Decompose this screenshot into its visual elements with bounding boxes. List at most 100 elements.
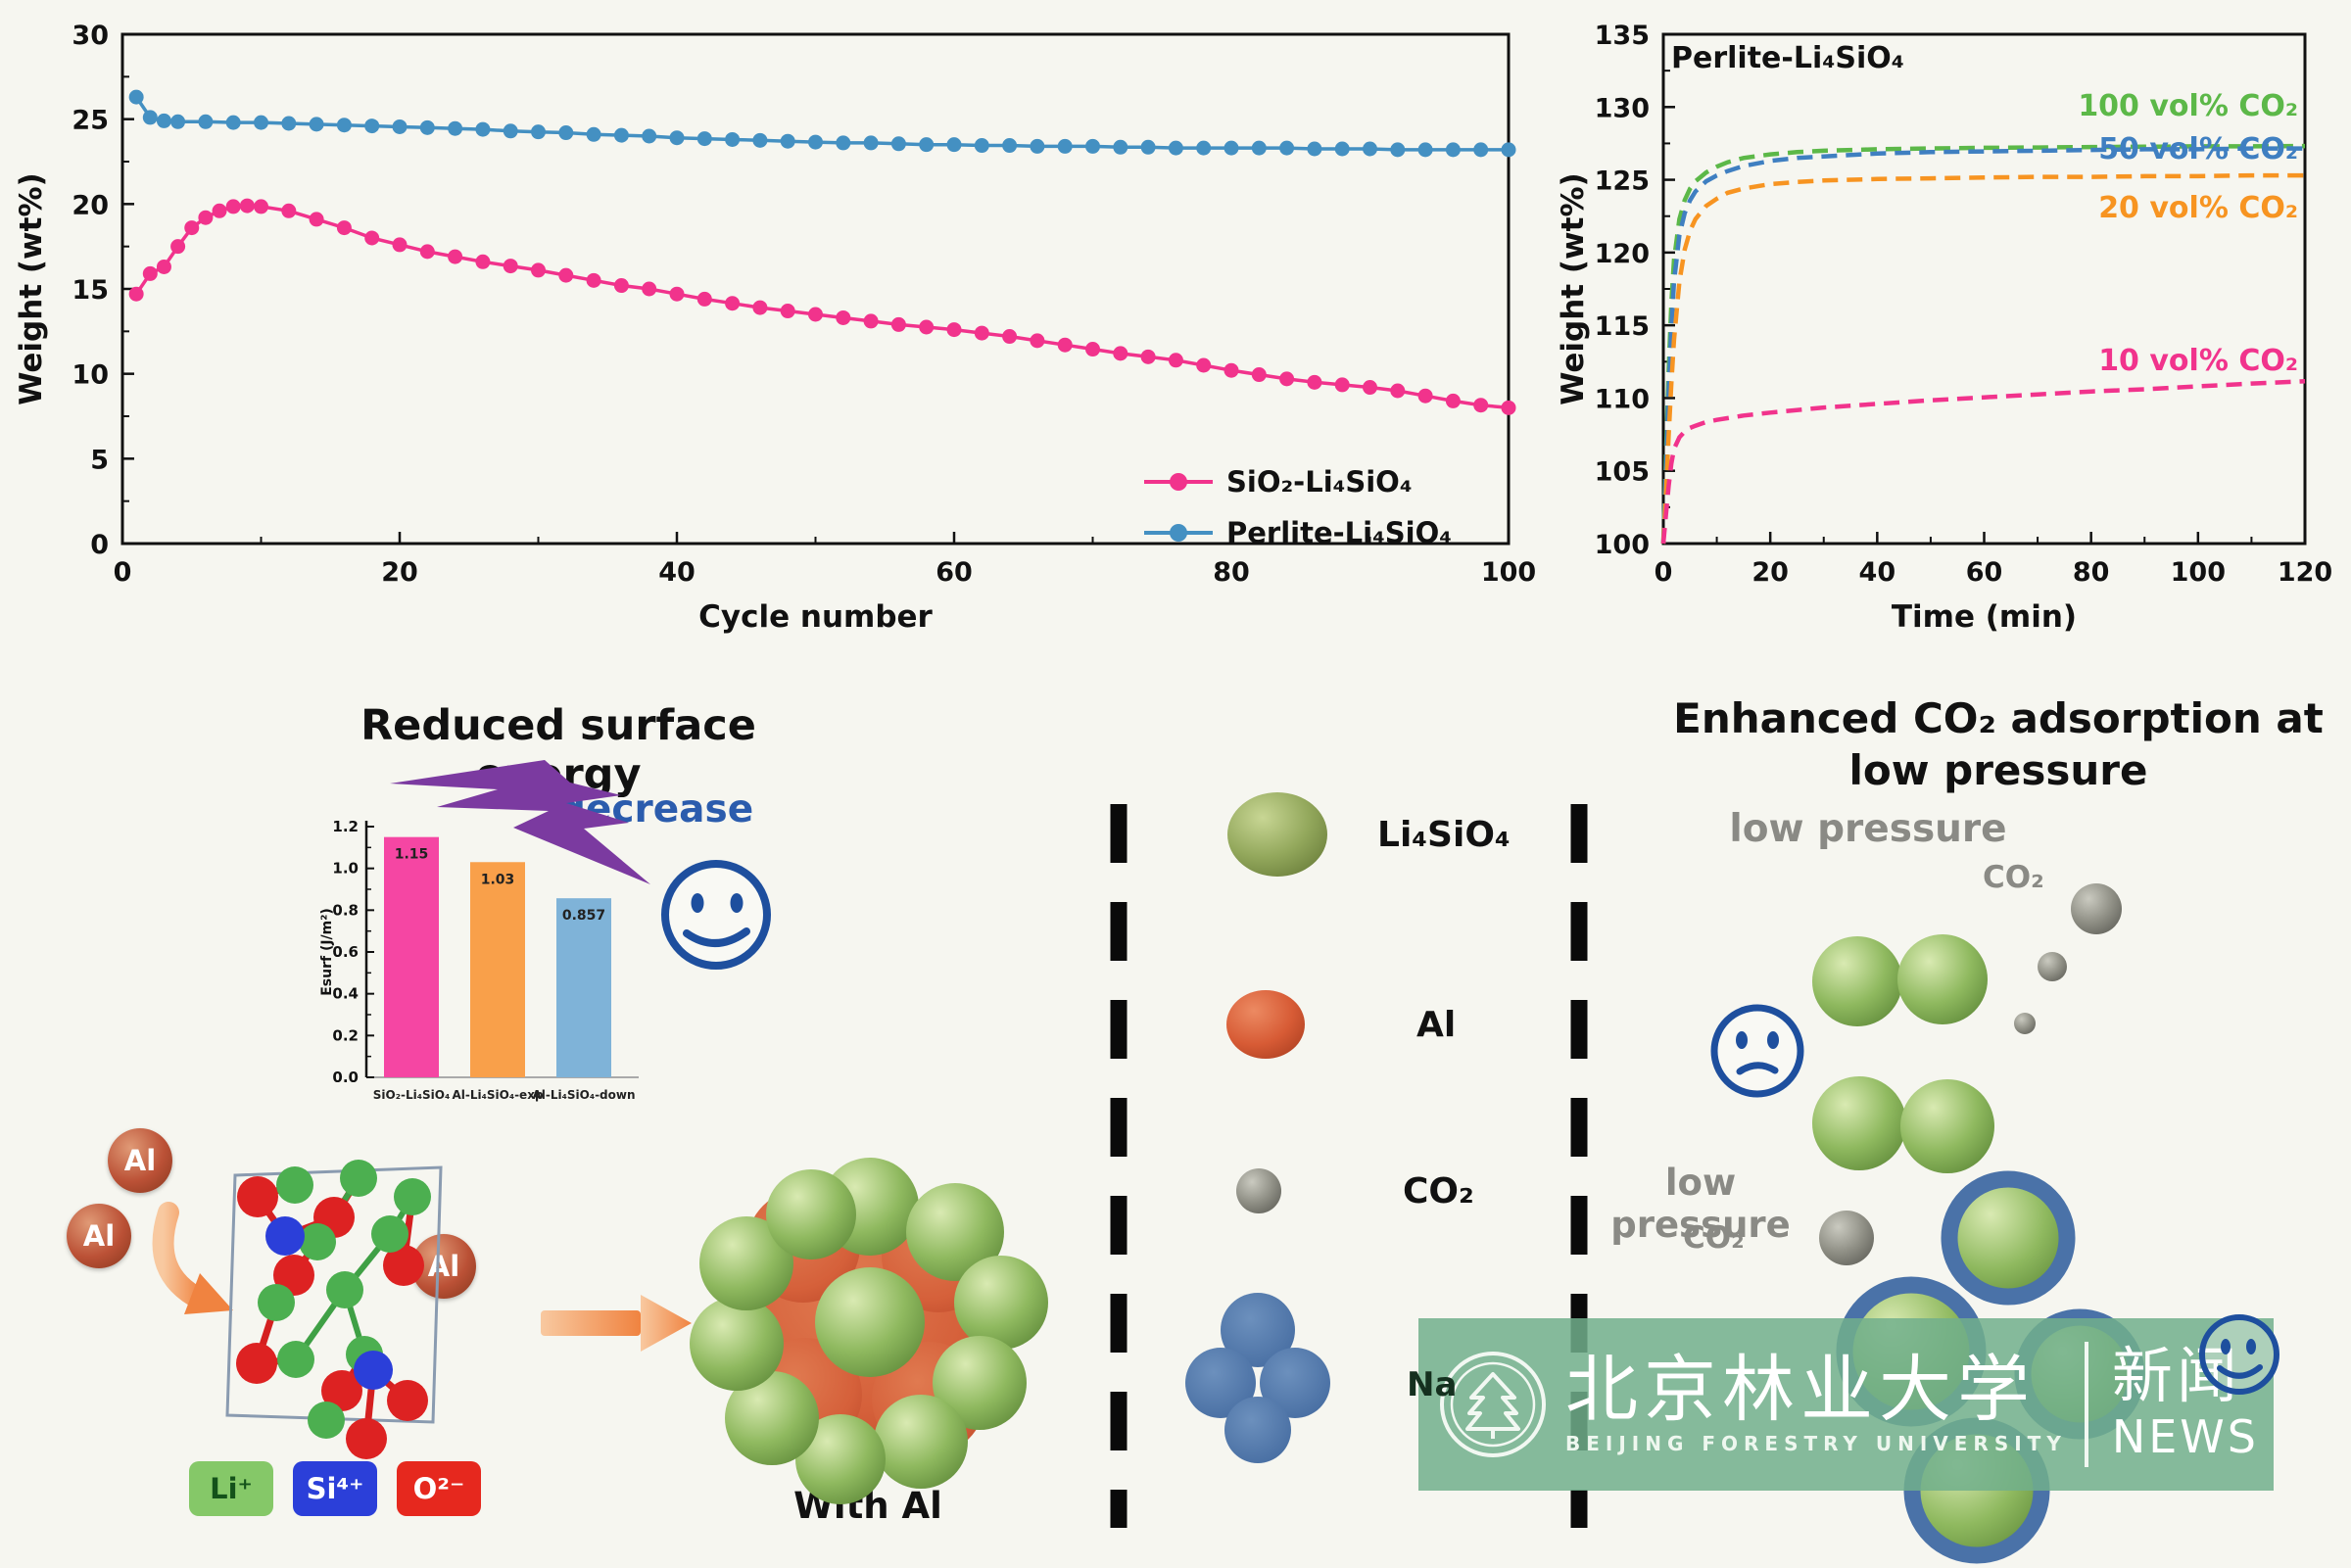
oxygen-atoms [236,1176,428,1459]
svg-text:Esurf (J/m²): Esurf (J/m²) [319,908,335,996]
watermark-banner: 北京林业大学 BEIJING FORESTRY UNIVERSITY 新闻 NE… [1418,1318,2274,1491]
svg-text:0: 0 [1655,557,1673,588]
happy-face-icon [661,860,771,970]
co2-label-1: CO₂ [1983,860,2044,895]
svg-text:1.0: 1.0 [332,860,359,878]
svg-text:100: 100 [1481,557,1536,588]
svg-text:100: 100 [2171,557,2226,588]
svg-text:1.2: 1.2 [332,818,359,835]
svg-text:Perlite-Li₄SiO₄: Perlite-Li₄SiO₄ [1226,516,1452,549]
al-atom-2: Al [67,1204,131,1268]
svg-text:30: 30 [72,21,109,51]
legend-na-label: Na [1407,1365,1458,1404]
svg-text:40: 40 [1859,557,1896,588]
silicon-atoms [265,1216,393,1390]
sintered-li4sio4-cluster [1812,934,1994,1173]
svg-text:0: 0 [90,530,109,560]
svg-text:0.857: 0.857 [562,908,605,924]
svg-text:Al-Li₄SiO₄-exp: Al-Li₄SiO₄-exp [452,1088,543,1102]
svg-text:20 vol% CO₂: 20 vol% CO₂ [2098,191,2298,225]
svg-text:125: 125 [1595,166,1650,197]
svg-text:115: 115 [1595,311,1650,342]
svg-text:130: 130 [1595,93,1650,123]
svg-text:80: 80 [1213,557,1250,588]
legend-co2-sphere [1236,1168,1281,1213]
svg-text:0.6: 0.6 [332,943,359,961]
enhanced-title-line1: Enhanced CO₂ adsorption at [1673,694,2324,742]
svg-text:80: 80 [2073,557,2110,588]
svg-text:60: 60 [1966,557,2003,588]
right-arrow-icon [541,1295,692,1352]
svg-text:SiO₂-Li₄SiO₄: SiO₂-Li₄SiO₄ [373,1088,450,1102]
svg-text:Perlite-Li₄SiO₄: Perlite-Li₄SiO₄ [1671,41,1904,75]
svg-text:100 vol% CO₂: 100 vol% CO₂ [2078,89,2298,123]
legend-al-label: Al [1416,1005,1457,1045]
banner-divider [2084,1342,2088,1467]
o-ion-box: O²⁻ [397,1461,481,1516]
svg-text:Al-Li₄SiO₄-down: Al-Li₄SiO₄-down [532,1088,635,1102]
svg-text:20: 20 [381,557,418,588]
svg-text:120: 120 [2278,557,2332,588]
university-name-cn: 北京林业大学 [1565,1348,2036,1432]
legend-co2-label: CO₂ [1403,1171,1474,1212]
svg-text:1.03: 1.03 [481,872,515,887]
legend-al-sphere [1226,990,1305,1059]
curved-arrow-icon [152,1202,233,1314]
svg-text:20: 20 [1751,557,1789,588]
svg-text:0: 0 [114,557,132,588]
svg-text:0.2: 0.2 [332,1026,359,1044]
svg-text:110: 110 [1595,384,1650,414]
lithium-atoms [258,1160,431,1439]
adsorption-chart: 0 20 40 60 80 100 120 100 105 110 115 120 125 130 135 T… [1556,21,2332,635]
al-atom-2-label: Al [82,1219,116,1253]
news-label-cn: 新闻 [2111,1340,2241,1411]
si-ion-box: Si⁴⁺ [293,1461,377,1516]
svg-text:Weight (wt%): Weight (wt%) [14,172,49,404]
low-pressure-label-1: low pressure [1729,807,2007,851]
surface-energy-bar-chart: 0.0 0.2 0.4 0.6 0.8 1.0 1.2 Esurf (J/m²) 1.15 SiO… [319,818,639,1102]
low-pressure-label-2: low pressure [1610,1162,1791,1246]
svg-text:0.4: 0.4 [332,985,359,1003]
svg-text:0.8: 0.8 [332,901,359,919]
svg-text:Cycle number: Cycle number [698,599,933,635]
cycling-chart: 0 20 40 60 80 100 0 5 10 15 20 25 30 Cycle number Weig… [14,21,1536,635]
co2-molecule [1819,1211,1874,1265]
svg-text:25: 25 [72,106,109,136]
enhanced-title-line2: low pressure [1848,746,2148,794]
al-atom-3-label: Al [427,1250,460,1283]
university-name-en: BEIJING FORESTRY UNIVERSITY [1565,1432,2067,1455]
svg-text:15: 15 [72,275,109,306]
svg-text:0.0: 0.0 [332,1069,359,1086]
svg-text:40: 40 [658,557,696,588]
al-atom-1-label: Al [123,1144,157,1177]
legend-li4sio4-label: Li₄SiO₄ [1377,815,1511,855]
happy-face-small-icon [2199,1314,2279,1395]
svg-text:Weight (wt%): Weight (wt%) [1556,172,1591,404]
svg-text:Time (min): Time (min) [1892,599,2077,635]
svg-text:60: 60 [936,557,973,588]
svg-text:10 vol% CO₂: 10 vol% CO₂ [2098,344,2298,378]
svg-text:135: 135 [1595,21,1650,51]
co2-label-2: CO₂ [1683,1220,1745,1256]
legend-na-clover [1185,1293,1330,1463]
news-label-en: NEWS [2111,1410,2259,1463]
lightning-bolt-icon [390,760,650,884]
svg-text:10: 10 [72,360,109,391]
svg-text:105: 105 [1595,457,1650,488]
legend-li4sio4-sphere [1227,792,1327,877]
li-ion-box: Li⁺ [189,1461,273,1516]
university-seal-icon [1440,1352,1546,1457]
svg-text:20: 20 [72,190,109,220]
svg-text:1.15: 1.15 [395,847,429,863]
with-al-cluster [690,1158,1048,1504]
sad-face-icon [1710,1004,1804,1098]
al-atom-1: Al [108,1128,172,1193]
co2-molecules-trail [2014,883,2122,1034]
svg-text:100: 100 [1595,530,1650,560]
crystal-structure [225,1160,443,1459]
svg-text:120: 120 [1595,239,1650,269]
svg-text:SiO₂-Li₄SiO₄: SiO₂-Li₄SiO₄ [1226,465,1413,499]
svg-text:5: 5 [90,445,109,475]
svg-text:50 vol% CO₂: 50 vol% CO₂ [2098,132,2298,166]
